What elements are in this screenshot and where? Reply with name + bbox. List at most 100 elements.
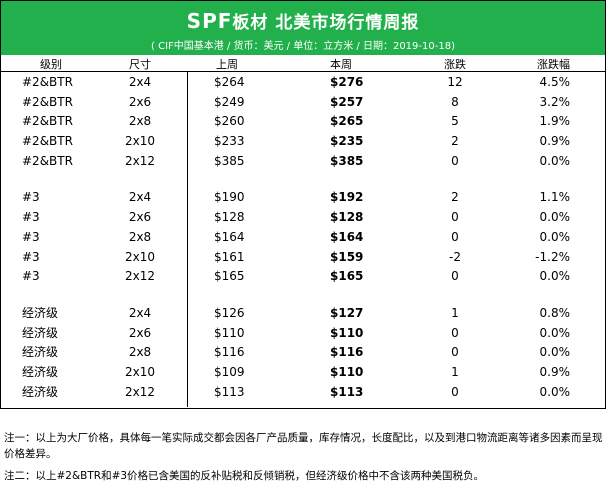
cell-grade: 经济级 xyxy=(22,326,59,340)
cell-grade: 经济级 xyxy=(22,385,59,399)
cell-change: 0 xyxy=(451,385,459,399)
cell-size: 2x10 xyxy=(124,134,155,148)
cell-grade: #2&BTR xyxy=(22,75,73,89)
cell-change: 0 xyxy=(451,326,459,340)
cell-size: 2x4 xyxy=(128,75,152,89)
cell-this-week: $192 xyxy=(330,190,364,204)
cell-change-pct: 0.0% xyxy=(539,269,571,283)
cell-this-week: $128 xyxy=(330,210,364,224)
cell-last-week: $109 xyxy=(214,365,245,379)
cell-size: 2x4 xyxy=(128,306,152,320)
cell-size: 2x8 xyxy=(128,230,152,244)
cell-change-pct: 3.2% xyxy=(539,95,571,109)
cell-last-week: $264 xyxy=(214,75,245,89)
col-header-change-pct: 涨跌幅 xyxy=(537,58,570,71)
cell-change-pct: 0.8% xyxy=(539,306,571,320)
cell-last-week: $113 xyxy=(214,385,245,399)
cell-change: 1 xyxy=(451,306,459,320)
cell-change: 2 xyxy=(451,134,459,148)
cell-change: 0 xyxy=(451,345,459,359)
cell-grade: #3 xyxy=(22,230,40,244)
cell-grade: 经济级 xyxy=(22,365,59,379)
cell-last-week: $190 xyxy=(214,190,245,204)
title-brand: SPF xyxy=(186,9,233,33)
cell-change-pct: -1.2% xyxy=(535,250,570,264)
col-header-this-week: 本周 xyxy=(330,58,352,71)
cell-grade: #3 xyxy=(22,250,40,264)
cell-size: 2x12 xyxy=(124,154,155,168)
note-one: 注一：以上为大厂价格，具体每一笔实际成交都会因各厂产品质量，库存情况，长度配比，… xyxy=(4,432,603,460)
note-two: 注二：以上#2&BTR和#3价格已含美国的反补贴税和反倾销税，但经济级价格中不含… xyxy=(4,470,485,482)
cell-size: 2x12 xyxy=(124,385,155,399)
cell-change-pct: 0.0% xyxy=(539,230,571,244)
report-title: SPF板材 北美市场行情周报 xyxy=(1,8,605,33)
cell-last-week: $249 xyxy=(214,95,245,109)
cell-last-week: $110 xyxy=(214,326,245,340)
cell-size: 2x10 xyxy=(124,250,155,264)
report-subtitle: ( CIF中国基本港 / 货币：美元 / 单位：立方米 / 日期：2019-10… xyxy=(151,41,455,52)
cell-change-pct: 0.9% xyxy=(539,365,571,379)
cell-change-pct: 0.0% xyxy=(539,345,571,359)
cell-change: -2 xyxy=(449,250,461,264)
cell-change-pct: 1.9% xyxy=(539,114,571,128)
cell-change: 1 xyxy=(451,365,459,379)
cell-change: 0 xyxy=(451,210,459,224)
cell-grade: #2&BTR xyxy=(22,134,73,148)
cell-change-pct: 1.1% xyxy=(539,190,571,204)
cell-grade: #2&BTR xyxy=(22,154,73,168)
cell-size: 2x6 xyxy=(128,210,152,224)
cell-this-week: $276 xyxy=(330,75,364,89)
cell-size: 2x4 xyxy=(128,190,152,204)
col-header-grade: 级别 xyxy=(40,58,62,71)
report-header: SPF板材 北美市场行情周报 ( CIF中国基本港 / 货币：美元 / 单位：立… xyxy=(1,1,605,55)
title-text: 板材 北美市场行情周报 xyxy=(232,13,420,33)
cell-change: 0 xyxy=(451,269,459,283)
cell-this-week: $110 xyxy=(330,365,364,379)
cell-last-week: $116 xyxy=(214,345,245,359)
cell-last-week: $260 xyxy=(214,114,245,128)
cell-this-week: $127 xyxy=(330,306,364,320)
cell-change-pct: 0.0% xyxy=(539,210,571,224)
cell-this-week: $110 xyxy=(330,326,364,340)
cell-this-week: $164 xyxy=(330,230,364,244)
cell-last-week: $161 xyxy=(214,250,245,264)
cell-size: 2x6 xyxy=(128,95,152,109)
cell-change: 5 xyxy=(451,114,459,128)
cell-last-week: $165 xyxy=(214,269,245,283)
cell-last-week: $126 xyxy=(214,306,245,320)
cell-change-pct: 0.0% xyxy=(539,326,571,340)
cell-size: 2x10 xyxy=(124,365,155,379)
cell-this-week: $165 xyxy=(330,269,364,283)
cell-change: 2 xyxy=(451,190,459,204)
cell-grade: 经济级 xyxy=(22,306,59,320)
cell-last-week: $164 xyxy=(214,230,245,244)
cell-this-week: $159 xyxy=(330,250,364,264)
cell-this-week: $265 xyxy=(330,114,364,128)
cell-size: 2x12 xyxy=(124,269,155,283)
cell-change: 12 xyxy=(447,75,463,89)
cell-change: 0 xyxy=(451,230,459,244)
cell-change-pct: 4.5% xyxy=(539,75,571,89)
cell-size: 2x8 xyxy=(128,345,152,359)
cell-grade: #3 xyxy=(22,269,40,283)
cell-size: 2x8 xyxy=(128,114,152,128)
cell-this-week: $385 xyxy=(330,154,364,168)
cell-grade: 经济级 xyxy=(22,345,59,359)
col-header-size: 尺寸 xyxy=(129,58,151,71)
cell-last-week: $385 xyxy=(214,154,245,168)
cell-change-pct: 0.0% xyxy=(539,154,571,168)
cell-grade: #2&BTR xyxy=(22,114,73,128)
cell-this-week: $235 xyxy=(330,134,364,148)
cell-last-week: $233 xyxy=(214,134,245,148)
cell-last-week: $128 xyxy=(214,210,245,224)
col-header-change: 涨跌 xyxy=(444,58,466,71)
col-header-last-week: 上周 xyxy=(216,58,238,71)
cell-change: 0 xyxy=(451,154,459,168)
cell-this-week: $116 xyxy=(330,345,364,359)
cell-change-pct: 0.0% xyxy=(539,385,571,399)
cell-size: 2x6 xyxy=(128,326,152,340)
cell-this-week: $257 xyxy=(330,95,364,109)
header-divider xyxy=(1,71,605,72)
cell-change: 8 xyxy=(451,95,459,109)
cell-grade: #2&BTR xyxy=(22,95,73,109)
